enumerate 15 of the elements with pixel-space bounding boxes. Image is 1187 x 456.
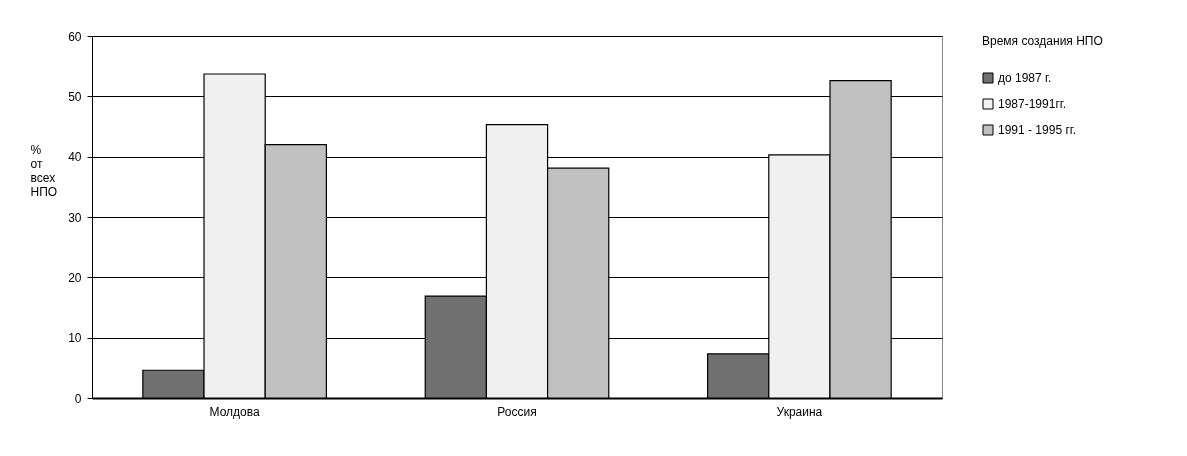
x-tick-label: Россия	[497, 404, 537, 419]
x-tick-label: Молдова	[209, 404, 260, 419]
y-tick-label: 0	[74, 391, 82, 406]
legend-title: Время создания НПО	[982, 34, 1103, 48]
legend-label: до 1987 г.	[998, 71, 1052, 85]
y-tick-label: 30	[68, 210, 82, 225]
legend-label: 1987-1991гг.	[998, 97, 1067, 111]
x-tick-label: Украина	[776, 404, 823, 419]
y-tick-label: 40	[68, 150, 82, 165]
y-tick-label: 20	[68, 270, 82, 285]
y-tick-label: 50	[68, 89, 82, 104]
y-tick-label: 10	[68, 331, 82, 346]
y-axis-title: % от всех НПО	[30, 142, 58, 199]
y-tick-label: 60	[68, 29, 82, 44]
legend-label: 1991 - 1995 гг.	[998, 123, 1077, 137]
